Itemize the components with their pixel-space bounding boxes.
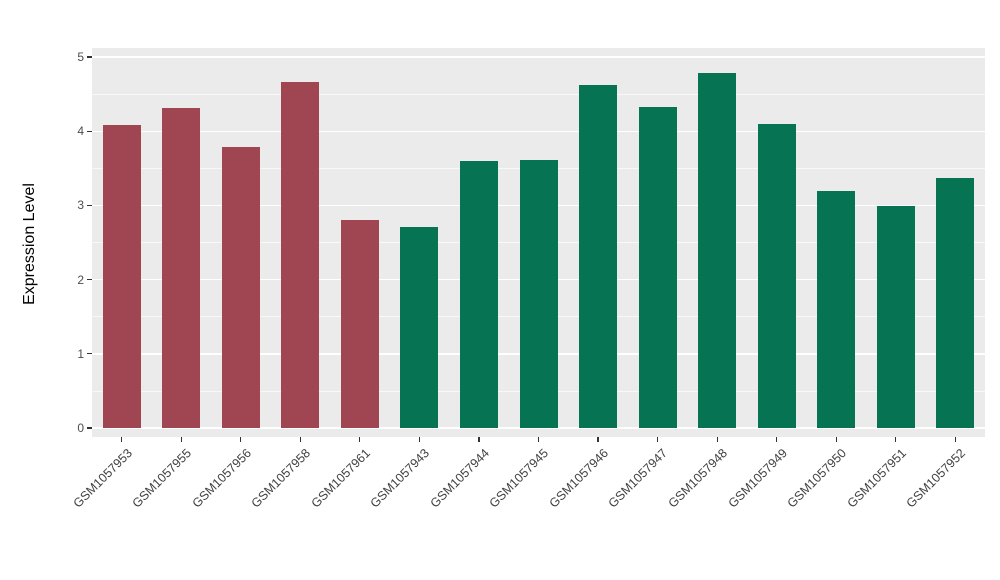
y-tick-label: 1 bbox=[77, 346, 84, 361]
x-tick-label: GSM1057944 bbox=[427, 446, 492, 511]
bar-GSM1057961 bbox=[340, 219, 379, 428]
x-tick-label: GSM1057955 bbox=[129, 446, 195, 511]
x-tick-label: GSM1057948 bbox=[665, 446, 731, 511]
x-tick-mark bbox=[776, 437, 778, 442]
y-tick-label: 2 bbox=[77, 272, 84, 287]
y-tick-mark bbox=[87, 130, 92, 132]
x-tick-label: GSM1057952 bbox=[903, 446, 969, 511]
y-tick-mark bbox=[87, 427, 92, 429]
x-tick-label: GSM1057949 bbox=[725, 446, 790, 511]
x-tick-mark bbox=[418, 437, 421, 442]
x-tick-label: GSM1057956 bbox=[189, 446, 254, 511]
bar-GSM1057948 bbox=[698, 73, 737, 428]
bar-GSM1057951 bbox=[876, 206, 915, 428]
x-tick-label: GSM1057958 bbox=[248, 446, 314, 511]
bar-GSM1057944 bbox=[459, 160, 498, 428]
x-tick-label: GSM1057961 bbox=[308, 446, 373, 511]
bar-GSM1057945 bbox=[519, 160, 558, 428]
y-tick-mark bbox=[87, 56, 92, 58]
gridline-major bbox=[92, 427, 985, 429]
y-tick-label: 5 bbox=[77, 50, 84, 64]
x-tick-label: GSM1057951 bbox=[844, 446, 909, 511]
bar-GSM1057949 bbox=[757, 123, 796, 428]
y-tick-mark bbox=[87, 353, 92, 355]
x-tick-mark bbox=[240, 437, 242, 442]
y-tick-mark bbox=[87, 204, 92, 206]
y-tick-label: 0 bbox=[77, 421, 84, 435]
y-tick-label: 3 bbox=[77, 198, 84, 213]
bar-GSM1057950 bbox=[817, 190, 856, 428]
bar-GSM1057946 bbox=[579, 85, 618, 428]
x-tick-mark bbox=[716, 437, 718, 442]
bar-GSM1057956 bbox=[221, 146, 260, 428]
x-tick-mark bbox=[597, 437, 599, 442]
x-tick-mark bbox=[656, 437, 659, 442]
x-tick-label: GSM1057946 bbox=[546, 446, 611, 511]
x-tick-label: GSM1057945 bbox=[486, 446, 552, 511]
x-tick-mark bbox=[835, 437, 837, 442]
gridline-major bbox=[92, 56, 985, 58]
x-tick-label: GSM1057943 bbox=[367, 446, 433, 511]
y-tick-mark bbox=[87, 279, 92, 281]
x-tick-mark bbox=[299, 437, 301, 442]
bar-GSM1057943 bbox=[400, 226, 439, 428]
gridline-minor bbox=[92, 93, 985, 95]
bar-GSM1057953 bbox=[102, 125, 141, 428]
x-tick-mark bbox=[954, 437, 956, 442]
x-tick-mark bbox=[121, 437, 123, 442]
x-tick-mark bbox=[895, 437, 897, 442]
x-tick-label: GSM1057947 bbox=[606, 446, 671, 511]
y-tick-label: 4 bbox=[77, 124, 84, 139]
x-tick-label: GSM1057950 bbox=[784, 446, 850, 511]
x-tick-label: GSM1057953 bbox=[70, 446, 135, 511]
x-tick-mark bbox=[359, 437, 361, 442]
bar-GSM1057947 bbox=[638, 106, 677, 428]
x-tick-mark bbox=[478, 437, 480, 442]
x-tick-mark bbox=[180, 437, 182, 442]
plot-panel bbox=[92, 48, 985, 437]
bar-GSM1057958 bbox=[281, 82, 320, 428]
bar-GSM1057955 bbox=[162, 108, 201, 428]
bar-GSM1057952 bbox=[936, 177, 975, 428]
x-tick-mark bbox=[537, 437, 540, 442]
y-axis-title: Expression Level bbox=[21, 183, 38, 305]
gridline-major bbox=[92, 130, 985, 132]
